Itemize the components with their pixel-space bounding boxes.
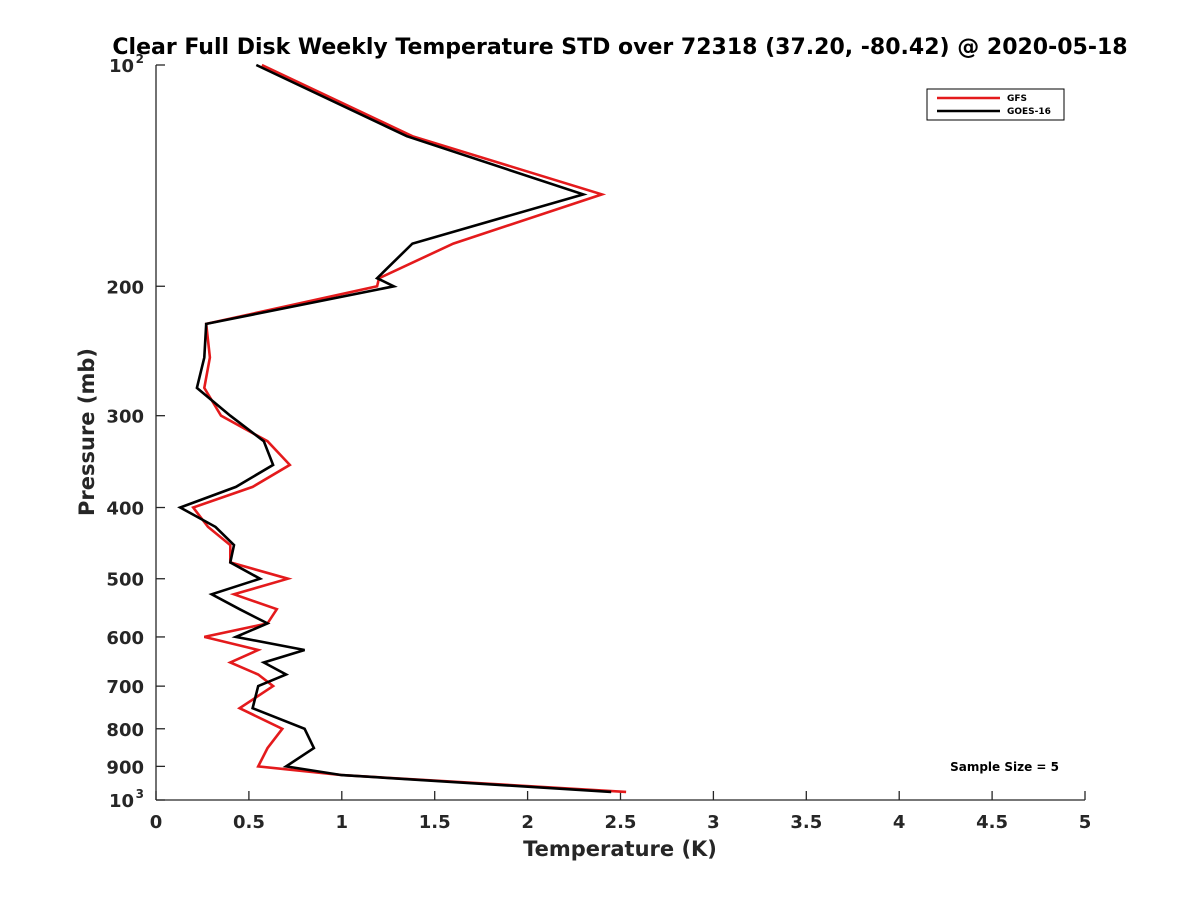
series-line-goes-16	[177, 63, 612, 794]
legend-label-gfs: GFS	[1007, 94, 1027, 104]
x-tick-label: 2	[521, 812, 534, 833]
y-tick-exponent: 3	[136, 787, 144, 801]
legend-label-goes16: GOES-16	[1007, 107, 1051, 117]
x-axis-ticks: 0 0.5 1 1.5 2 2.5 3 3.5 4 4.5 5	[150, 791, 1092, 833]
y-tick-label: 10	[109, 791, 134, 812]
y-tick-label: 500	[106, 570, 144, 591]
legend: GFS GOES-16	[926, 88, 1065, 121]
x-tick-label: 4.5	[976, 812, 1008, 833]
legend-box	[926, 88, 1065, 121]
y-tick-label: 300	[106, 407, 144, 428]
y-axis-label: Pressure (mb)	[75, 348, 99, 516]
y-tick-exponent: 2	[136, 52, 144, 66]
sample-size-annotation: Sample Size = 5	[950, 760, 1059, 774]
series-line-gfs	[191, 63, 627, 794]
y-tick-label: 200	[106, 277, 144, 298]
y-tick-label: 700	[106, 677, 144, 698]
y-tick-label: 800	[106, 720, 144, 741]
y-tick-label: 600	[106, 628, 144, 649]
y-tick-label: 10	[109, 56, 134, 77]
x-axis-label: Temperature (K)	[523, 837, 717, 861]
y-tick-label: 900	[106, 757, 144, 778]
x-tick-label: 0	[150, 812, 163, 833]
x-tick-label: 3	[707, 812, 720, 833]
x-tick-label: 4	[893, 812, 906, 833]
chart-title: Clear Full Disk Weekly Temperature STD o…	[112, 35, 1127, 60]
x-tick-label: 3.5	[790, 812, 822, 833]
x-tick-label: 5	[1079, 812, 1092, 833]
series-lines	[177, 63, 627, 794]
x-tick-label: 1.5	[419, 812, 451, 833]
x-tick-label: 0.5	[233, 812, 265, 833]
x-tick-label: 2.5	[605, 812, 637, 833]
x-tick-label: 1	[336, 812, 349, 833]
y-tick-label: 400	[106, 499, 144, 520]
